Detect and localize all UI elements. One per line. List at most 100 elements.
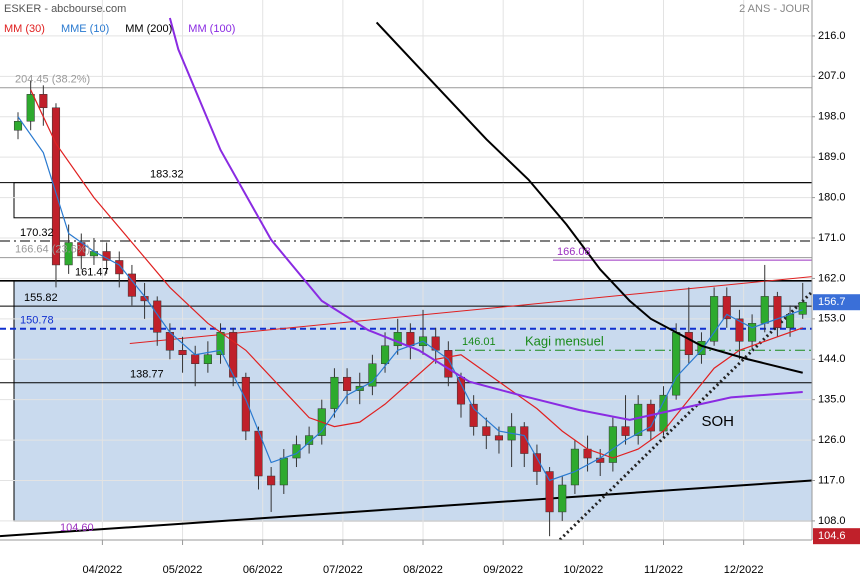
y-tick-label: 144.0 xyxy=(818,353,846,365)
candle-body xyxy=(684,332,693,356)
x-tick-label: 10/2022 xyxy=(563,564,603,576)
candle-body xyxy=(722,296,731,320)
x-tick-label: 08/2022 xyxy=(403,564,443,576)
candle-body xyxy=(469,403,478,427)
candle-body xyxy=(241,376,250,432)
y-tick-label: 117.0 xyxy=(818,474,845,486)
level-label: 204.45 (38.2%) xyxy=(15,74,90,86)
candle-body xyxy=(343,376,352,391)
candle-body xyxy=(646,403,655,432)
candle-body xyxy=(672,332,681,396)
x-tick-label: 12/2022 xyxy=(724,564,764,576)
candle-body xyxy=(634,403,643,436)
candle-body xyxy=(64,242,73,266)
candle-body xyxy=(570,448,579,486)
support-zone xyxy=(13,280,812,522)
annotation: SOH xyxy=(701,413,734,430)
low-price-box xyxy=(813,528,860,545)
candle-body xyxy=(191,354,200,364)
candle-body xyxy=(305,435,314,445)
y-tick-label: 135.0 xyxy=(818,394,846,406)
level-label: 161.47 xyxy=(75,267,109,279)
moving-average xyxy=(168,17,803,421)
legend-entry: MM (200) xyxy=(125,23,172,35)
overlay: 108.0 117.0 126.0 135.0 144.0 153.0 162.0 171.0… xyxy=(4,23,860,576)
y-tick-label: 126.0 xyxy=(818,434,846,446)
y-tick-label: 189.0 xyxy=(818,151,846,163)
level-label: 146.01 xyxy=(462,336,496,348)
y-tick-label: 162.0 xyxy=(818,272,846,284)
candle-body xyxy=(760,296,769,324)
y-tick-label: 108.0 xyxy=(818,515,846,527)
candle-body xyxy=(545,471,554,513)
level-label: 104.60 xyxy=(60,522,94,534)
y-tick-label: 153.0 xyxy=(818,313,846,325)
last-price-label: 156.7 xyxy=(818,296,846,308)
candle-body xyxy=(267,475,276,486)
x-tick-label: 04/2022 xyxy=(83,564,123,576)
x-tick-label: 05/2022 xyxy=(163,564,203,576)
candle-body xyxy=(178,350,187,356)
candle-body xyxy=(608,426,617,463)
candle-body xyxy=(621,426,630,436)
candle-body xyxy=(279,457,288,486)
candle-body xyxy=(520,426,529,454)
y-tick-label: 216.0 xyxy=(818,30,846,42)
y-tick-label: 171.0 xyxy=(818,232,846,244)
candle-body xyxy=(786,314,795,329)
y-tick-label: 180.0 xyxy=(818,191,846,203)
y-tick-label: 207.0 xyxy=(818,70,846,82)
legend-entry: MM (100) xyxy=(188,23,235,35)
candle-body xyxy=(456,376,466,405)
candle-body xyxy=(153,300,162,333)
candle-body xyxy=(115,260,124,275)
candle-body xyxy=(798,301,807,315)
x-tick-label: 09/2022 xyxy=(483,564,523,576)
x-tick-label: 06/2022 xyxy=(243,564,283,576)
candle-body xyxy=(735,318,744,342)
candle-body xyxy=(229,332,238,378)
level-label: 183.32 xyxy=(150,169,184,181)
candle-body xyxy=(494,435,504,441)
chart-title: ESKER - abcbourse.com xyxy=(4,3,126,15)
legend-entry: MME (10) xyxy=(61,23,109,35)
x-tick-label: 11/2022 xyxy=(644,564,683,576)
level-label: 170.32 xyxy=(20,227,54,239)
candle-body xyxy=(393,332,402,347)
candle-body xyxy=(203,354,212,364)
plot-area xyxy=(0,0,812,540)
candle-body xyxy=(39,94,48,109)
low-price-label: 104.6 xyxy=(818,530,846,542)
candle-body xyxy=(444,350,453,378)
candle-body xyxy=(406,332,415,347)
candle-body xyxy=(330,376,339,409)
candle-body xyxy=(532,453,541,472)
candle-body xyxy=(558,484,567,513)
level-label: 166.08 xyxy=(557,246,591,258)
candle-body xyxy=(26,94,35,122)
chart-subtitle: 2 ANS - JOUR xyxy=(739,3,810,15)
moving-average xyxy=(17,116,803,482)
candle-body xyxy=(773,296,782,329)
candle-body xyxy=(13,120,23,131)
candle-body xyxy=(381,345,390,364)
candle-body xyxy=(51,107,61,266)
level-label: 155.82 xyxy=(24,292,58,304)
candle-body xyxy=(482,426,491,436)
trend-line xyxy=(129,276,812,345)
candle-body xyxy=(748,323,757,342)
level-label: 150.78 xyxy=(20,315,54,327)
candle-body xyxy=(710,296,719,342)
candle-body xyxy=(292,444,301,459)
last-price-box xyxy=(813,294,860,311)
candle-body xyxy=(368,363,377,387)
legend-entry: MM (30) xyxy=(4,23,45,35)
candle-body xyxy=(697,341,706,356)
level-note: Kagi mensuel xyxy=(525,334,604,349)
trend-line xyxy=(557,290,812,540)
moving-average xyxy=(375,21,803,374)
trend-line xyxy=(0,479,812,538)
level-label: 166.64 (23.6%) xyxy=(15,243,90,255)
x-tick-label: 07/2022 xyxy=(323,564,363,576)
